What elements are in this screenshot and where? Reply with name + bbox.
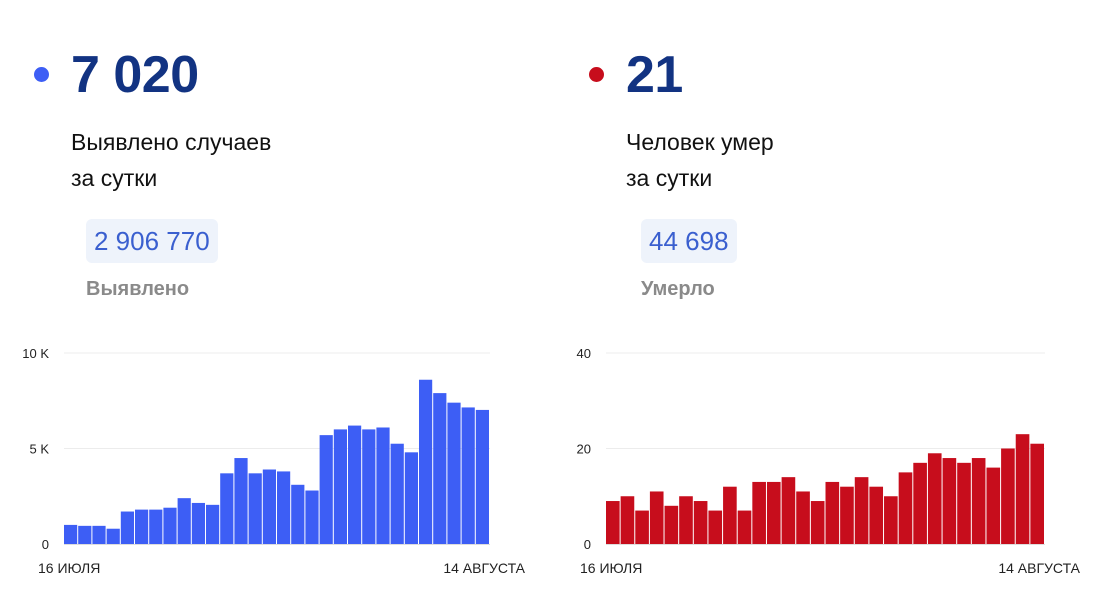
- deaths-panel: 21 Человек умер за сутки 44 698 Умерло 0…: [555, 0, 1095, 604]
- y-tick-label: 10 K: [22, 346, 49, 361]
- bar: [348, 425, 362, 544]
- bar: [810, 501, 825, 544]
- bar: [92, 525, 106, 544]
- cases-total-badge: 2 906 770: [86, 219, 218, 263]
- bar: [737, 510, 752, 544]
- bar: [291, 484, 305, 544]
- x-start-label: 16 ИЮЛЯ: [38, 560, 100, 576]
- bar: [708, 510, 723, 544]
- deaths-caption: Человек умер за сутки: [626, 124, 926, 196]
- bar: [135, 509, 149, 544]
- bar: [723, 486, 737, 544]
- x-start-label: 16 ИЮЛЯ: [580, 560, 642, 576]
- bar: [1015, 434, 1030, 544]
- bar: [206, 504, 220, 544]
- cases-caption-line2: за сутки: [71, 165, 158, 191]
- bar: [220, 473, 234, 544]
- deaths-caption-line2: за сутки: [626, 165, 713, 191]
- bar: [120, 511, 134, 544]
- bar: [64, 524, 78, 544]
- bar: [884, 496, 898, 544]
- bar: [163, 507, 177, 544]
- bar: [277, 471, 291, 544]
- bar: [957, 462, 971, 544]
- bar: [913, 462, 927, 544]
- bar: [177, 498, 191, 544]
- bar: [693, 501, 708, 544]
- cases-total-label: Выявлено: [86, 278, 190, 300]
- y-tick-label: 5 K: [29, 442, 49, 457]
- bar: [262, 469, 276, 544]
- cases-dot-icon: [34, 67, 49, 82]
- bar: [248, 473, 262, 544]
- bar: [78, 525, 92, 544]
- bar: [986, 467, 1001, 544]
- bar: [390, 443, 404, 544]
- bar: [796, 491, 810, 544]
- bar: [854, 477, 869, 544]
- bar: [319, 435, 333, 544]
- bar: [898, 472, 913, 545]
- bar: [362, 429, 376, 544]
- x-end-label: 14 АВГУСТА: [443, 560, 525, 576]
- bar: [635, 510, 649, 544]
- deaths-daily-number: 21: [626, 46, 683, 104]
- bar: [606, 501, 620, 544]
- bar: [649, 491, 664, 544]
- bar: [461, 407, 475, 544]
- cases-panel: 7 020 Выявлено случаев за сутки 2 906 77…: [0, 0, 540, 604]
- bar: [149, 509, 163, 544]
- y-tick-label: 40: [577, 346, 591, 361]
- bar: [1001, 448, 1015, 544]
- cases-chart: 0 5 K 10 K 16 ИЮЛЯ 14 АВГУСТА: [22, 346, 525, 576]
- deaths-total-badge: 44 698: [641, 219, 737, 263]
- bar: [942, 458, 957, 544]
- bar: [1030, 443, 1044, 544]
- bar: [305, 490, 319, 544]
- bar: [766, 481, 781, 544]
- bar: [825, 481, 840, 544]
- cases-caption: Выявлено случаев за сутки: [71, 124, 371, 196]
- bar: [433, 393, 447, 544]
- bar: [664, 505, 679, 544]
- bar: [752, 481, 766, 544]
- deaths-chart: 0 20 40 16 ИЮЛЯ 14 АВГУСТА: [577, 346, 1081, 576]
- y-tick-label: 20: [577, 442, 591, 457]
- x-end-label: 14 АВГУСТА: [998, 560, 1080, 576]
- y-tick-label: 0: [584, 537, 591, 552]
- bar: [620, 496, 635, 544]
- bar: [333, 429, 347, 544]
- bar: [419, 379, 433, 544]
- deaths-dot-icon: [589, 67, 604, 82]
- y-tick-label: 0: [42, 537, 49, 552]
- bar: [927, 453, 942, 544]
- bar: [475, 409, 489, 544]
- bar: [191, 502, 205, 544]
- deaths-caption-line1: Человек умер: [626, 129, 774, 155]
- bar: [679, 496, 693, 544]
- bar: [234, 458, 248, 544]
- bar: [840, 486, 854, 544]
- bar: [404, 452, 418, 544]
- bar: [376, 427, 390, 544]
- bar: [447, 402, 461, 544]
- cases-caption-line1: Выявлено случаев: [71, 129, 272, 155]
- bar: [781, 477, 796, 544]
- bar: [106, 528, 120, 544]
- bar: [971, 458, 986, 544]
- bar: [869, 486, 884, 544]
- deaths-total-label: Умерло: [641, 278, 715, 300]
- cases-daily-number: 7 020: [71, 46, 199, 104]
